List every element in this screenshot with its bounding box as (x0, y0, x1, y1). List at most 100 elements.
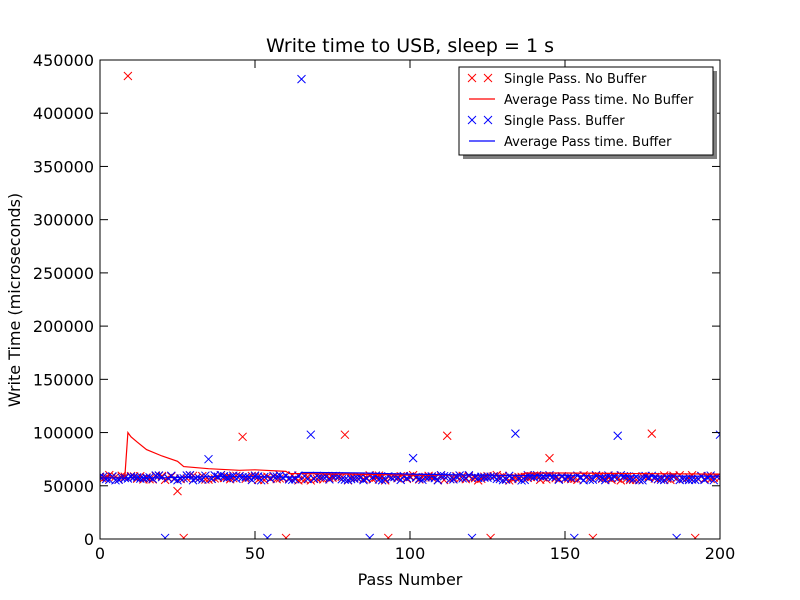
data-point-stroke-b (517, 476, 526, 485)
data-point-stroke-b (563, 472, 573, 482)
data-point (517, 476, 526, 485)
data-point-stroke-b (269, 471, 278, 481)
data-point (108, 472, 117, 481)
y-tick-label: 300000 (33, 211, 94, 230)
data-point (498, 475, 508, 485)
data-point-outlier (204, 454, 213, 464)
data-point (600, 475, 610, 485)
data-point-stroke-b (414, 474, 424, 484)
data-point-outlier (281, 533, 291, 539)
data-point-stroke-b (433, 475, 443, 485)
legend-marker (467, 115, 477, 125)
data-point-outlier (365, 533, 375, 539)
legend-label: Single Pass. No Buffer (504, 72, 647, 87)
y-tick-label: 250000 (33, 264, 94, 283)
data-point-stroke-b (520, 475, 530, 485)
data-point-stroke-b (600, 475, 610, 485)
data-point-outlier (588, 533, 598, 539)
data-point-stroke-b (445, 474, 455, 484)
data-point-stroke-b (538, 472, 548, 481)
data-point (548, 472, 557, 482)
data-point (666, 473, 675, 482)
data-point-stroke-b (709, 473, 719, 483)
data-point (715, 473, 720, 483)
data-point-outlier-stroke-b (511, 429, 520, 438)
data-point-outlier-stroke-b (545, 453, 554, 463)
data-point-stroke-b (538, 473, 548, 482)
legend-label: Average Pass time. Buffer (504, 135, 672, 150)
data-point-stroke-b (359, 475, 368, 485)
y-tick-label: 400000 (33, 104, 94, 123)
x-tick-label: 200 (705, 544, 736, 563)
data-point-outlier (238, 432, 247, 442)
data-point-outlier (511, 429, 520, 438)
data-point-stroke-a (100, 476, 105, 482)
data-point-stroke-b (315, 473, 325, 483)
data-point-stroke-b (362, 474, 371, 484)
data-point-stroke-b (684, 475, 694, 485)
data-point-stroke-b (346, 474, 356, 484)
data-point (359, 475, 368, 485)
data-point-outlier-stroke-b (238, 432, 247, 442)
data-point-outlier-stroke-b (265, 533, 272, 539)
data-point (433, 475, 443, 485)
data-point (563, 472, 573, 482)
data-point-outlier (340, 430, 350, 440)
data-point (176, 473, 185, 483)
data-point-stroke-b (585, 475, 595, 485)
data-point (684, 475, 694, 485)
data-point-stroke-b (275, 474, 285, 483)
data-point (185, 470, 195, 480)
data-point-outlier (690, 533, 700, 539)
data-point-stroke-b (216, 470, 226, 480)
data-point-stroke-b (666, 473, 675, 482)
data-point-stroke-a (715, 473, 720, 479)
data-point-stroke-b (349, 474, 359, 483)
data-point-stroke-b (185, 470, 195, 480)
legend-marker (483, 115, 493, 125)
data-point-stroke-b (650, 472, 660, 482)
y-axis: 0 50000 100000 150000 200000 250000 300000 3500… (33, 51, 720, 549)
data-point-outlier-stroke-b (613, 431, 623, 441)
data-point-outlier (467, 533, 477, 539)
data-point-stroke-b (635, 475, 644, 485)
data-point-outlier (123, 71, 133, 81)
data-point-outlier (179, 533, 189, 539)
data-point-outlier (715, 430, 720, 440)
x-tick-label: 150 (550, 544, 581, 563)
plot-area (100, 71, 720, 539)
data-point-stroke-b (374, 475, 384, 484)
data-point-stroke-b (638, 475, 647, 485)
data-point-outlier (545, 453, 554, 463)
data-point-stroke-b (656, 475, 666, 485)
data-point-stroke-b (100, 472, 105, 478)
x-tick-label: 100 (395, 544, 426, 563)
data-point-outlier (486, 533, 495, 539)
data-point (687, 470, 697, 480)
data-point-stroke-b (526, 472, 536, 482)
chart-title: Write time to USB, sleep = 1 s (266, 35, 554, 57)
data-point-outlier-stroke-b (123, 71, 133, 81)
data-point (486, 472, 495, 482)
data-point-outlier-stroke-b (163, 533, 170, 539)
data-point (250, 471, 260, 480)
data-point-stroke-b (352, 473, 362, 483)
data-point-outlier (297, 74, 306, 84)
y-tick-label: 50000 (43, 477, 94, 496)
data-point-outlier (263, 533, 272, 539)
data-point-outlier (383, 533, 393, 539)
data-point (445, 474, 455, 484)
data-point-stroke-b (687, 475, 697, 484)
x-axis: 0 50 100 150 200 (95, 60, 735, 563)
series-line-buffer (100, 471, 720, 479)
data-point (656, 475, 666, 485)
data-point-stroke-b (194, 474, 204, 483)
legend-marker-stroke-b (467, 115, 477, 125)
data-point-stroke-b (588, 475, 598, 484)
data-point-stroke-b (340, 475, 350, 484)
data-point-outlier-stroke-b (647, 429, 657, 438)
data-point-stroke-b (101, 474, 111, 484)
series-line-no-buffer (100, 430, 720, 478)
x-tick-label: 50 (245, 544, 265, 563)
data-point (101, 474, 111, 484)
